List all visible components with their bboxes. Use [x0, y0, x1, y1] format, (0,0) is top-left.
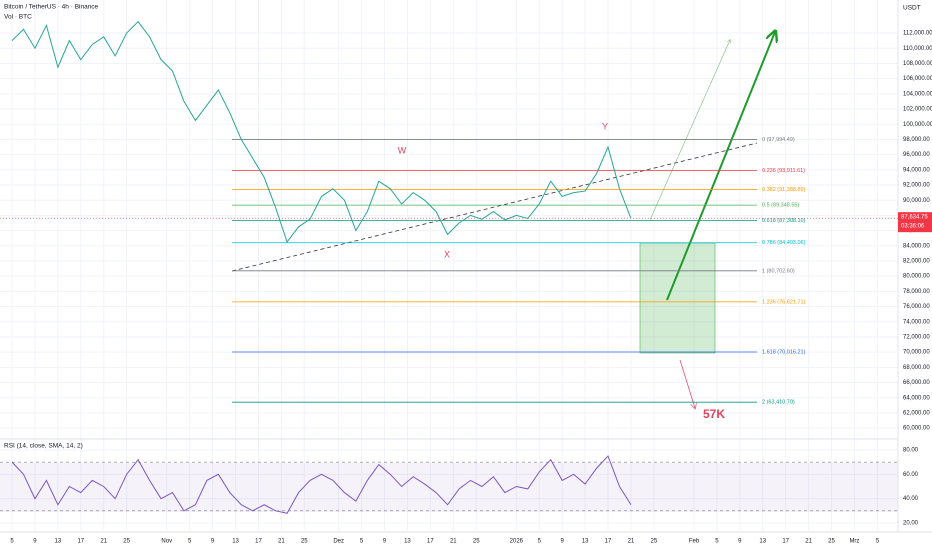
x-tick-label: Nov	[161, 539, 172, 545]
y-tick-label: 106,000.00	[903, 76, 932, 82]
x-tick-label: 9	[561, 539, 565, 545]
x-tick-label: 17	[255, 539, 262, 545]
x-tick-label: 5	[360, 539, 364, 545]
x-tick-label: 21	[100, 539, 107, 545]
x-tick-label: 17	[77, 539, 84, 545]
x-tick-label: 13	[232, 539, 239, 545]
y-tick-label: 112,000.00	[903, 31, 932, 37]
y-tick-label: 102,000.00	[903, 107, 932, 113]
x-tick-label: 17	[782, 539, 789, 545]
x-tick-label: 9	[738, 539, 742, 545]
fib-label: 0.618 (87,308.10)	[762, 218, 806, 224]
y-tick-label: 80.00	[903, 448, 919, 454]
y-tick-label: 70,000.00	[903, 350, 930, 356]
rsi-band	[0, 463, 898, 512]
fib-label: 0.786 (84,403.06)	[762, 240, 806, 246]
y-tick-label: 82,000.00	[903, 259, 930, 265]
y-tick-label: 74,000.00	[903, 319, 930, 325]
x-tick-label: 25	[473, 539, 480, 545]
x-tick-label: Feb	[689, 539, 700, 545]
fib-label: 1.236 (76,621.71)	[762, 299, 806, 305]
x-tick-label: 9	[383, 539, 387, 545]
x-tick-label: 21	[278, 539, 285, 545]
volume-label: Vol · BTC	[4, 14, 32, 21]
x-tick-label: 13	[404, 539, 411, 545]
y-tick-label: 96,000.00	[903, 152, 930, 158]
price-line	[11, 455, 632, 514]
x-tick-label: 2026	[510, 539, 524, 545]
fib-label: 0.236 (93,911.61)	[762, 168, 805, 174]
x-tick-label: 5	[876, 539, 880, 545]
last-price-badge	[898, 212, 932, 233]
x-tick-label: 25	[301, 539, 308, 545]
main-arrow	[666, 32, 775, 301]
y-tick-label: 66,000.00	[903, 380, 930, 386]
y-tick-label: 68,000.00	[903, 365, 930, 371]
y-tick-label: 100,000.00	[903, 122, 932, 128]
annotation: W	[398, 145, 407, 155]
trend-line	[231, 142, 758, 272]
last-price-label: 87,634.75	[901, 215, 928, 221]
y-tick-label: 62,000.00	[903, 411, 930, 417]
x-tick-label: 21	[805, 539, 812, 545]
y-tick-label: 110,000.00	[903, 46, 932, 52]
x-tick-label: 25	[123, 539, 130, 545]
target-box	[639, 242, 716, 354]
x-tick-label: 5	[538, 539, 542, 545]
x-tick-label: 13	[55, 539, 62, 545]
x-tick-label: 5	[188, 539, 192, 545]
x-tick-label: 25	[828, 539, 835, 545]
annotation: X	[444, 249, 450, 259]
thin-arrow	[649, 40, 730, 221]
y-tick-label: 60,000.00	[903, 426, 930, 432]
chart-title: Bitcoin / TetherUS · 4h · Binance	[4, 4, 99, 11]
fib-label: 0 (97,994.49)	[762, 137, 795, 143]
rsi-title: RSI (14, close, SMA, 14, 2)	[4, 443, 83, 450]
x-tick-label: 5	[10, 539, 14, 545]
annotation: 57K	[703, 407, 725, 421]
x-tick-label: 9	[33, 539, 37, 545]
price-line	[11, 20, 632, 244]
axis-unit: USDT	[903, 5, 921, 12]
y-tick-label: 76,000.00	[903, 304, 930, 310]
y-tick-label: 20.00	[903, 521, 919, 527]
y-tick-label: 92,000.00	[903, 183, 930, 189]
down-arrow	[679, 359, 695, 408]
x-tick-label: 5	[715, 539, 719, 545]
y-tick-label: 84,000.00	[903, 243, 930, 249]
countdown: 03:36:06	[901, 224, 925, 230]
x-tick-label: 17	[427, 539, 434, 545]
y-tick-label: 40.00	[903, 496, 919, 502]
x-tick-label: Mrz	[849, 539, 859, 545]
fib-label: 1.618 (70,016.21)	[762, 349, 806, 355]
fib-label: 1 (80,702.60)	[762, 268, 795, 274]
y-tick-label: 104,000.00	[903, 91, 932, 97]
x-tick-label: 13	[582, 539, 589, 545]
y-tick-label: 98,000.00	[903, 137, 930, 143]
y-tick-label: 60.00	[903, 472, 919, 478]
x-tick-label: 9	[211, 539, 215, 545]
y-tick-label: 90,000.00	[903, 198, 930, 204]
x-tick-label: 25	[651, 539, 658, 545]
fib-label: 0.5 (89,348.55)	[762, 203, 799, 209]
y-tick-label: 64,000.00	[903, 395, 930, 401]
y-tick-label: 78,000.00	[903, 289, 930, 295]
x-tick-label: Dez	[333, 539, 344, 545]
annotation: Y	[602, 121, 608, 131]
y-tick-label: 108,000.00	[903, 61, 932, 67]
fib-label: 2 (63,410.70)	[762, 400, 795, 406]
fib-label: 0.382 (91,388.89)	[762, 187, 806, 193]
x-tick-label: 17	[605, 539, 612, 545]
x-tick-label: 21	[450, 539, 457, 545]
y-tick-label: 94,000.00	[903, 167, 930, 173]
x-tick-label: 21	[628, 539, 635, 545]
y-tick-label: 80,000.00	[903, 274, 930, 280]
x-tick-label: 13	[759, 539, 766, 545]
y-tick-label: 72,000.00	[903, 335, 930, 341]
